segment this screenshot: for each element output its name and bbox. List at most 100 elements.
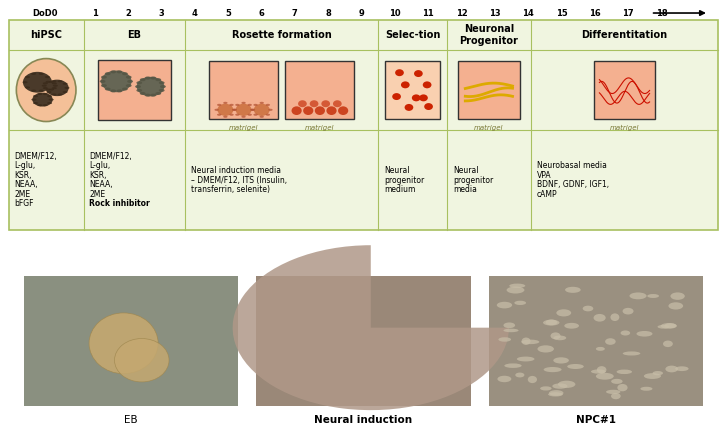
Bar — [385, 61, 440, 119]
Ellipse shape — [43, 104, 48, 106]
Text: Differentitation: Differentitation — [582, 30, 667, 40]
Ellipse shape — [53, 85, 58, 87]
Ellipse shape — [251, 109, 255, 111]
Ellipse shape — [57, 93, 63, 95]
Text: matrigel: matrigel — [229, 125, 258, 131]
Text: NEAA,: NEAA, — [15, 181, 38, 189]
Ellipse shape — [611, 379, 622, 384]
Wedge shape — [233, 245, 509, 410]
Ellipse shape — [140, 92, 145, 95]
Text: 17: 17 — [622, 9, 634, 17]
Ellipse shape — [49, 89, 54, 91]
Ellipse shape — [292, 106, 302, 115]
Ellipse shape — [45, 76, 50, 78]
Text: 13: 13 — [489, 9, 501, 17]
Ellipse shape — [247, 114, 252, 116]
Ellipse shape — [236, 104, 240, 106]
Ellipse shape — [115, 339, 169, 382]
Ellipse shape — [223, 102, 228, 104]
Ellipse shape — [43, 93, 48, 95]
Ellipse shape — [392, 93, 401, 100]
Ellipse shape — [33, 102, 38, 104]
Text: 1: 1 — [92, 9, 97, 17]
Text: 10: 10 — [389, 9, 401, 17]
Ellipse shape — [47, 81, 52, 83]
Ellipse shape — [101, 70, 132, 92]
Ellipse shape — [122, 72, 128, 75]
Ellipse shape — [414, 70, 423, 77]
Ellipse shape — [44, 87, 49, 89]
Ellipse shape — [668, 302, 683, 309]
Text: 4: 4 — [192, 9, 198, 17]
Ellipse shape — [44, 81, 57, 91]
Text: 9: 9 — [358, 9, 364, 17]
Ellipse shape — [47, 95, 52, 97]
Text: NEAA,: NEAA, — [89, 181, 113, 189]
Text: medium: medium — [384, 185, 415, 194]
Ellipse shape — [550, 332, 561, 339]
Ellipse shape — [63, 83, 68, 85]
Ellipse shape — [596, 373, 614, 380]
Ellipse shape — [156, 78, 161, 81]
Text: 15: 15 — [555, 9, 567, 17]
Ellipse shape — [23, 81, 28, 83]
Ellipse shape — [622, 308, 633, 315]
Ellipse shape — [558, 381, 575, 388]
Text: matrigel: matrigel — [610, 125, 639, 131]
Ellipse shape — [47, 102, 52, 104]
Ellipse shape — [126, 76, 132, 79]
Bar — [285, 61, 355, 119]
Ellipse shape — [514, 301, 526, 305]
Ellipse shape — [52, 93, 57, 95]
Ellipse shape — [611, 393, 621, 399]
Ellipse shape — [303, 106, 313, 115]
Ellipse shape — [260, 102, 264, 104]
Text: Neuronal
Progenitor: Neuronal Progenitor — [459, 24, 518, 46]
Ellipse shape — [661, 323, 677, 329]
Ellipse shape — [241, 115, 246, 118]
Text: matrigel: matrigel — [305, 125, 334, 131]
Ellipse shape — [116, 89, 122, 92]
Ellipse shape — [160, 85, 166, 88]
Ellipse shape — [254, 104, 270, 116]
Text: hiPSC: hiPSC — [30, 30, 63, 40]
Ellipse shape — [545, 319, 558, 325]
Ellipse shape — [537, 345, 554, 352]
Text: 16: 16 — [589, 9, 601, 17]
Ellipse shape — [644, 373, 661, 379]
Ellipse shape — [540, 386, 552, 391]
Ellipse shape — [158, 89, 164, 92]
Ellipse shape — [515, 372, 524, 378]
Text: Rock inhibitor: Rock inhibitor — [89, 200, 150, 208]
Ellipse shape — [528, 376, 537, 383]
Ellipse shape — [265, 114, 270, 116]
Ellipse shape — [548, 392, 563, 397]
Ellipse shape — [497, 376, 511, 382]
Ellipse shape — [46, 89, 51, 91]
Text: 18: 18 — [656, 9, 667, 17]
Ellipse shape — [326, 106, 337, 115]
Ellipse shape — [47, 91, 52, 93]
Ellipse shape — [254, 104, 258, 106]
Ellipse shape — [621, 330, 630, 335]
Ellipse shape — [605, 338, 616, 345]
Ellipse shape — [223, 115, 228, 118]
Ellipse shape — [582, 306, 593, 311]
Ellipse shape — [158, 81, 164, 84]
Ellipse shape — [45, 86, 50, 89]
Ellipse shape — [499, 337, 511, 342]
Ellipse shape — [630, 293, 646, 299]
Bar — [23, 276, 238, 406]
Ellipse shape — [663, 341, 673, 347]
Ellipse shape — [657, 325, 670, 329]
Ellipse shape — [214, 109, 219, 111]
Ellipse shape — [229, 114, 233, 116]
Text: 14: 14 — [522, 9, 534, 17]
Ellipse shape — [52, 87, 57, 89]
Ellipse shape — [565, 287, 581, 293]
Ellipse shape — [419, 95, 427, 102]
Ellipse shape — [101, 84, 107, 87]
Text: media: media — [453, 185, 477, 194]
Text: 11: 11 — [422, 9, 434, 17]
Ellipse shape — [145, 76, 150, 79]
